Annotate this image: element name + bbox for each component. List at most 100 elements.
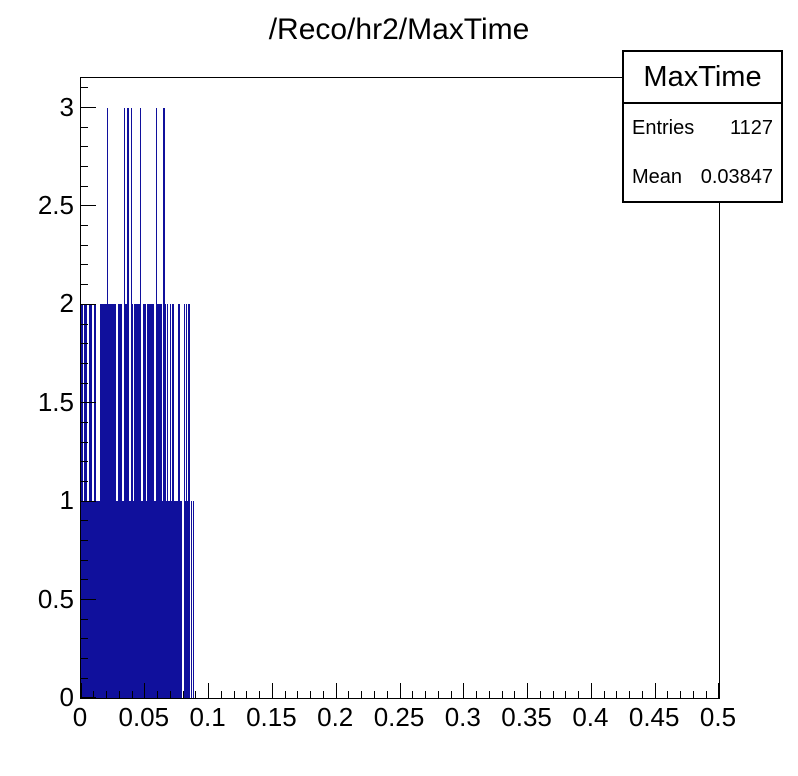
chart-title: /Reco/hr2/MaxTime: [268, 13, 530, 46]
x-major-tick: [208, 683, 210, 698]
stats-header: MaxTime: [624, 52, 781, 104]
histogram-bar: [192, 501, 194, 698]
histogram-bar: [187, 304, 189, 698]
y-tick-label: 3: [59, 91, 74, 122]
histogram-bar: [163, 107, 165, 698]
histogram-bar: [106, 107, 109, 698]
y-tick-label: 1.5: [37, 386, 74, 417]
x-minor-tick: [425, 691, 427, 698]
x-tick-label: 0.4: [572, 702, 609, 732]
x-tick-label: 0.45: [628, 702, 680, 732]
x-major-tick: [527, 683, 529, 698]
x-minor-tick: [361, 691, 363, 698]
y-minor-tick: [81, 421, 88, 423]
y-minor-tick: [81, 658, 88, 660]
x-minor-tick: [616, 691, 618, 698]
y-minor-tick: [81, 323, 88, 325]
x-major-tick: [590, 683, 592, 698]
x-major-tick: [399, 683, 401, 698]
x-minor-tick: [450, 691, 452, 698]
x-minor-tick: [259, 691, 261, 698]
stats-label-entries: Entries: [632, 117, 695, 140]
histogram-bar: [146, 304, 154, 698]
x-minor-tick: [629, 691, 631, 698]
y-minor-tick: [81, 185, 88, 187]
y-minor-tick: [81, 284, 88, 286]
plot-area: [80, 77, 720, 699]
x-minor-tick: [284, 691, 286, 698]
y-tick-label: 0: [59, 682, 74, 712]
x-tick-label: 0.3: [444, 702, 481, 732]
histogram-bar: [178, 304, 181, 698]
y-tick-label: 0.5: [37, 583, 74, 614]
histogram-bar: [167, 304, 169, 698]
x-minor-tick: [552, 691, 554, 698]
y-minor-tick: [81, 559, 88, 561]
x-major-tick: [271, 683, 273, 698]
x-minor-tick: [220, 691, 222, 698]
histogram-bar: [124, 304, 127, 698]
x-major-tick: [81, 683, 82, 698]
x-minor-tick: [488, 691, 490, 698]
x-major-tick: [463, 683, 465, 698]
y-minor-tick: [81, 87, 88, 89]
y-tick-label: 1: [59, 485, 74, 516]
y-major-tick: [81, 205, 96, 207]
y-minor-tick: [81, 540, 88, 542]
y-minor-tick: [81, 579, 88, 581]
x-tick-label: 0.25: [373, 702, 425, 732]
x-minor-tick: [157, 691, 159, 698]
histogram-bar: [130, 107, 133, 698]
x-tick-label: 0: [72, 702, 88, 732]
stats-value-entries: 1127: [729, 117, 773, 140]
x-minor-tick: [501, 691, 503, 698]
x-major-tick: [718, 683, 719, 698]
x-axis-labels: 0 0.05 0.1 0.15 0.2 0.25 0.3 0.35 0.4 0.45 0.5: [73, 702, 736, 736]
x-tick-label: 0.05: [118, 702, 170, 732]
y-minor-tick: [81, 343, 88, 345]
x-minor-tick: [578, 691, 580, 698]
x-minor-tick: [310, 691, 312, 698]
y-major-tick: [81, 402, 96, 404]
x-minor-tick: [118, 691, 120, 698]
x-major-tick: [654, 683, 656, 698]
x-minor-tick: [692, 691, 694, 698]
histogram-bar: [127, 107, 129, 698]
y-tick-label: 2.5: [37, 189, 74, 220]
stats-value-mean: 0.03847: [700, 165, 773, 188]
histogram-bar: [169, 304, 171, 698]
histogram-bar: [123, 107, 126, 698]
x-minor-tick: [667, 691, 669, 698]
y-minor-tick: [81, 638, 88, 640]
histogram-bar: [189, 304, 191, 698]
y-axis-labels: 0 0.5 1 1.5 2 2.5 3: [0, 77, 74, 712]
stats-label-mean: Mean: [632, 165, 683, 188]
x-tick-label: 0.35: [501, 702, 552, 732]
y-minor-tick: [81, 264, 88, 266]
x-minor-tick: [437, 691, 439, 698]
x-minor-tick: [233, 691, 235, 698]
x-minor-tick: [322, 691, 324, 698]
x-minor-tick: [603, 691, 605, 698]
y-minor-tick: [81, 480, 88, 482]
y-major-tick: [81, 697, 96, 698]
x-minor-tick: [297, 691, 299, 698]
y-tick-label: 2: [59, 288, 74, 319]
y-minor-tick: [81, 146, 88, 148]
histogram-bar: [155, 304, 162, 698]
y-major-tick: [81, 107, 96, 109]
x-major-tick: [335, 683, 337, 698]
histogram-bar: [190, 501, 192, 698]
x-minor-tick: [348, 691, 350, 698]
y-minor-tick: [81, 362, 88, 364]
histogram-bar: [143, 304, 146, 698]
histogram-bar: [172, 304, 175, 698]
y-minor-tick: [81, 618, 88, 620]
x-major-tick: [144, 683, 146, 698]
x-tick-label: 0.2: [317, 702, 354, 732]
y-minor-tick: [81, 461, 88, 463]
y-major-tick: [81, 500, 96, 502]
x-minor-tick: [705, 691, 707, 698]
x-minor-tick: [565, 691, 567, 698]
x-minor-tick: [514, 691, 516, 698]
